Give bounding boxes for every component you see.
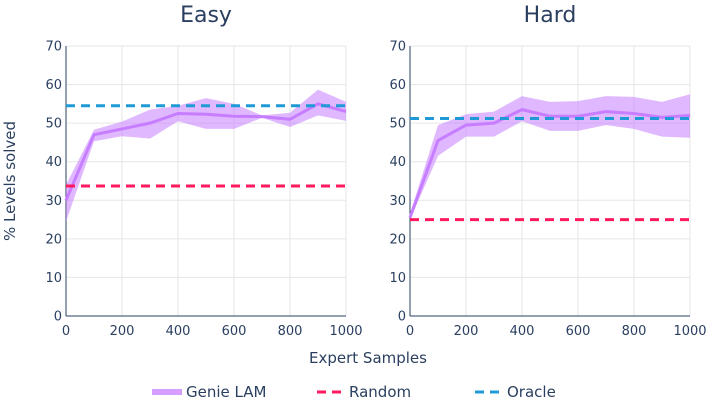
y-tick-label: 0	[398, 310, 406, 325]
x-tick-label: 200	[110, 324, 135, 339]
x-axis-label: Expert Samples	[309, 349, 427, 367]
legend-item-genie-lam: Genie LAM	[152, 383, 266, 401]
panel-title: Easy	[180, 3, 232, 28]
panel-title: Hard	[524, 3, 577, 28]
y-tick-label: 30	[389, 194, 406, 209]
legend: Genie LAM Random Oracle	[152, 383, 556, 401]
y-axis-label: % Levels solved	[1, 121, 19, 241]
x-tick-label: 1000	[673, 324, 706, 339]
legend-label: Random	[349, 383, 411, 401]
x-tick-label: 1000	[329, 324, 362, 339]
x-tick-label: 400	[510, 324, 535, 339]
x-tick-label: 200	[454, 324, 479, 339]
series-line-genie-lam	[64, 102, 347, 201]
y-tick-label: 30	[45, 194, 62, 209]
x-tick-label: 600	[222, 324, 247, 339]
x-tick-label: 600	[566, 324, 591, 339]
x-tick-label: 0	[62, 324, 70, 339]
y-tick-label: 60	[45, 78, 62, 93]
legend-label: Genie LAM	[186, 383, 266, 401]
y-tick-label: 10	[45, 271, 62, 286]
easy-panel: 0 10 20 30 40 50 60 70 0 200 400 600 800 1000 Easy	[45, 3, 362, 339]
y-tick-label: 10	[389, 271, 406, 286]
y-tick-label: 0	[54, 310, 62, 325]
confidence-band	[66, 89, 346, 222]
y-tick-label: 20	[389, 232, 406, 247]
legend-label: Oracle	[507, 383, 556, 401]
y-tick-label: 50	[45, 117, 62, 132]
y-tick-label: 40	[389, 155, 406, 170]
x-tick-label: 800	[278, 324, 303, 339]
y-tick-label: 70	[389, 40, 406, 55]
y-tick-label: 70	[45, 40, 62, 55]
legend-item-random: Random	[317, 383, 411, 401]
series-line-genie-lam	[408, 108, 691, 219]
x-tick-label: 800	[622, 324, 647, 339]
x-tick-label: 0	[406, 324, 414, 339]
hard-panel: 0 10 20 30 40 50 60 70 0 200 400 600 800 1000 Hard	[389, 3, 706, 339]
y-tick-label: 50	[389, 117, 406, 132]
x-tick-label: 400	[166, 324, 191, 339]
y-tick-label: 60	[389, 78, 406, 93]
y-tick-label: 40	[45, 155, 62, 170]
y-tick-label: 20	[45, 232, 62, 247]
legend-item-oracle: Oracle	[475, 383, 556, 401]
